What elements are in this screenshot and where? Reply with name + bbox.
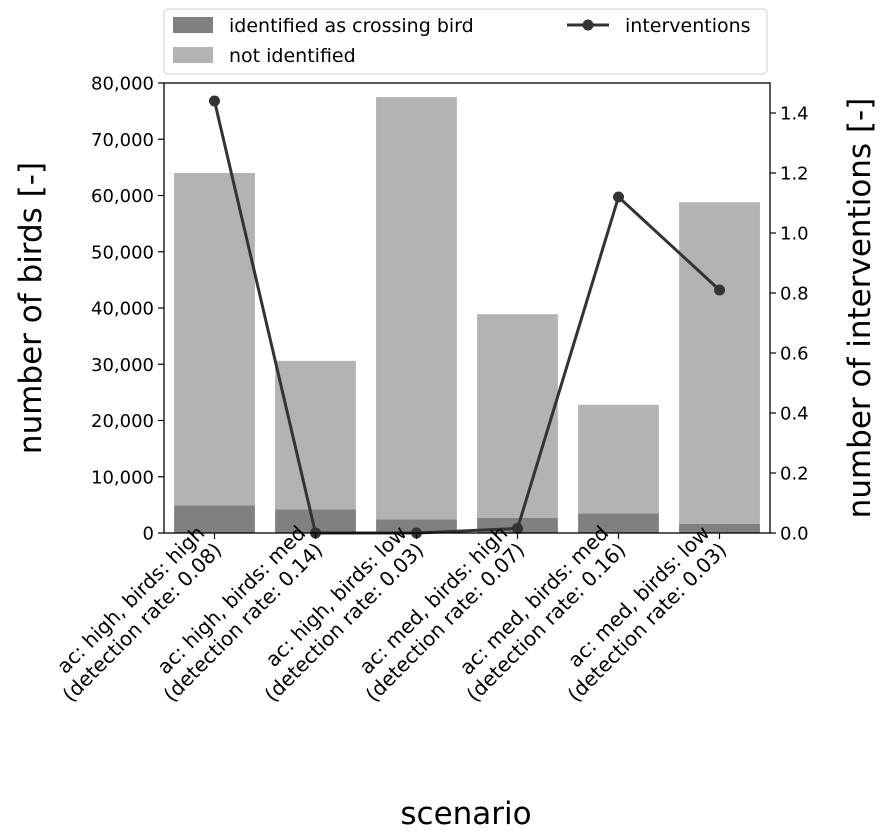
bar-identified [679, 524, 760, 533]
bar-not-identified [376, 97, 457, 520]
bar-not-identified [679, 202, 760, 524]
y2-tick-label: 0.8 [780, 284, 809, 305]
bar-identified [578, 513, 659, 533]
y-tick-label: 80,000 [91, 74, 154, 95]
legend-label-not-identified: not identified [229, 45, 356, 67]
bar-not-identified [275, 360, 356, 510]
bars-layer [174, 97, 760, 534]
bar-not-identified [477, 314, 558, 518]
interventions-line [213, 100, 721, 535]
x-axis-title: scenario [400, 796, 531, 832]
legend-swatch-not-identified [173, 47, 213, 63]
bar-identified [376, 519, 457, 533]
interventions-point [714, 284, 725, 296]
y2-tick-label: 1.0 [780, 224, 809, 245]
y-axis-right: 0.0 0.2 0.4 0.6 0.8 1.0 1.2 1.4 [770, 104, 809, 545]
interventions-point [512, 523, 523, 534]
y-tick-label: 0 [143, 524, 154, 545]
y-tick-label: 60,000 [91, 186, 154, 207]
bar-not-identified [174, 173, 255, 506]
interventions-point [209, 95, 220, 107]
y-axis-left: 0 10,000 20,000 30,000 40,000 50,000 60,000 70,… [91, 74, 164, 545]
y2-tick-label: 1.2 [780, 164, 809, 185]
y2-tick-label: 0.6 [780, 344, 809, 365]
legend-label-interventions: interventions [625, 15, 751, 37]
bar-identified [275, 509, 356, 534]
y2-tick-label: 1.4 [780, 104, 809, 125]
y-tick-label: 50,000 [91, 242, 154, 263]
legend-frame [163, 8, 768, 75]
y-tick-label: 40,000 [91, 299, 154, 320]
y2-tick-label: 0.2 [780, 464, 809, 485]
y2-tick-label: 0.0 [780, 524, 809, 545]
y-tick-label: 20,000 [91, 411, 154, 432]
legend: identified as crossing bird not identifi… [163, 8, 768, 75]
x-axis: ac: high, birds: high(detection rate: 0.… [52, 521, 731, 707]
bar-identified [174, 505, 255, 533]
y-tick-label: 10,000 [91, 467, 154, 488]
y2-axis-title: number of interventions [-] [842, 98, 878, 519]
y-axis-title: number of birds [-] [13, 162, 49, 454]
legend-swatch-identified [173, 17, 213, 33]
interventions-point [613, 191, 624, 203]
legend-marker-interventions [582, 19, 594, 31]
y-tick-label: 70,000 [91, 130, 154, 151]
bar-not-identified [578, 404, 659, 514]
legend-label-identified: identified as crossing bird [229, 15, 474, 37]
y-tick-label: 30,000 [91, 355, 154, 376]
y2-tick-label: 0.4 [780, 404, 809, 425]
